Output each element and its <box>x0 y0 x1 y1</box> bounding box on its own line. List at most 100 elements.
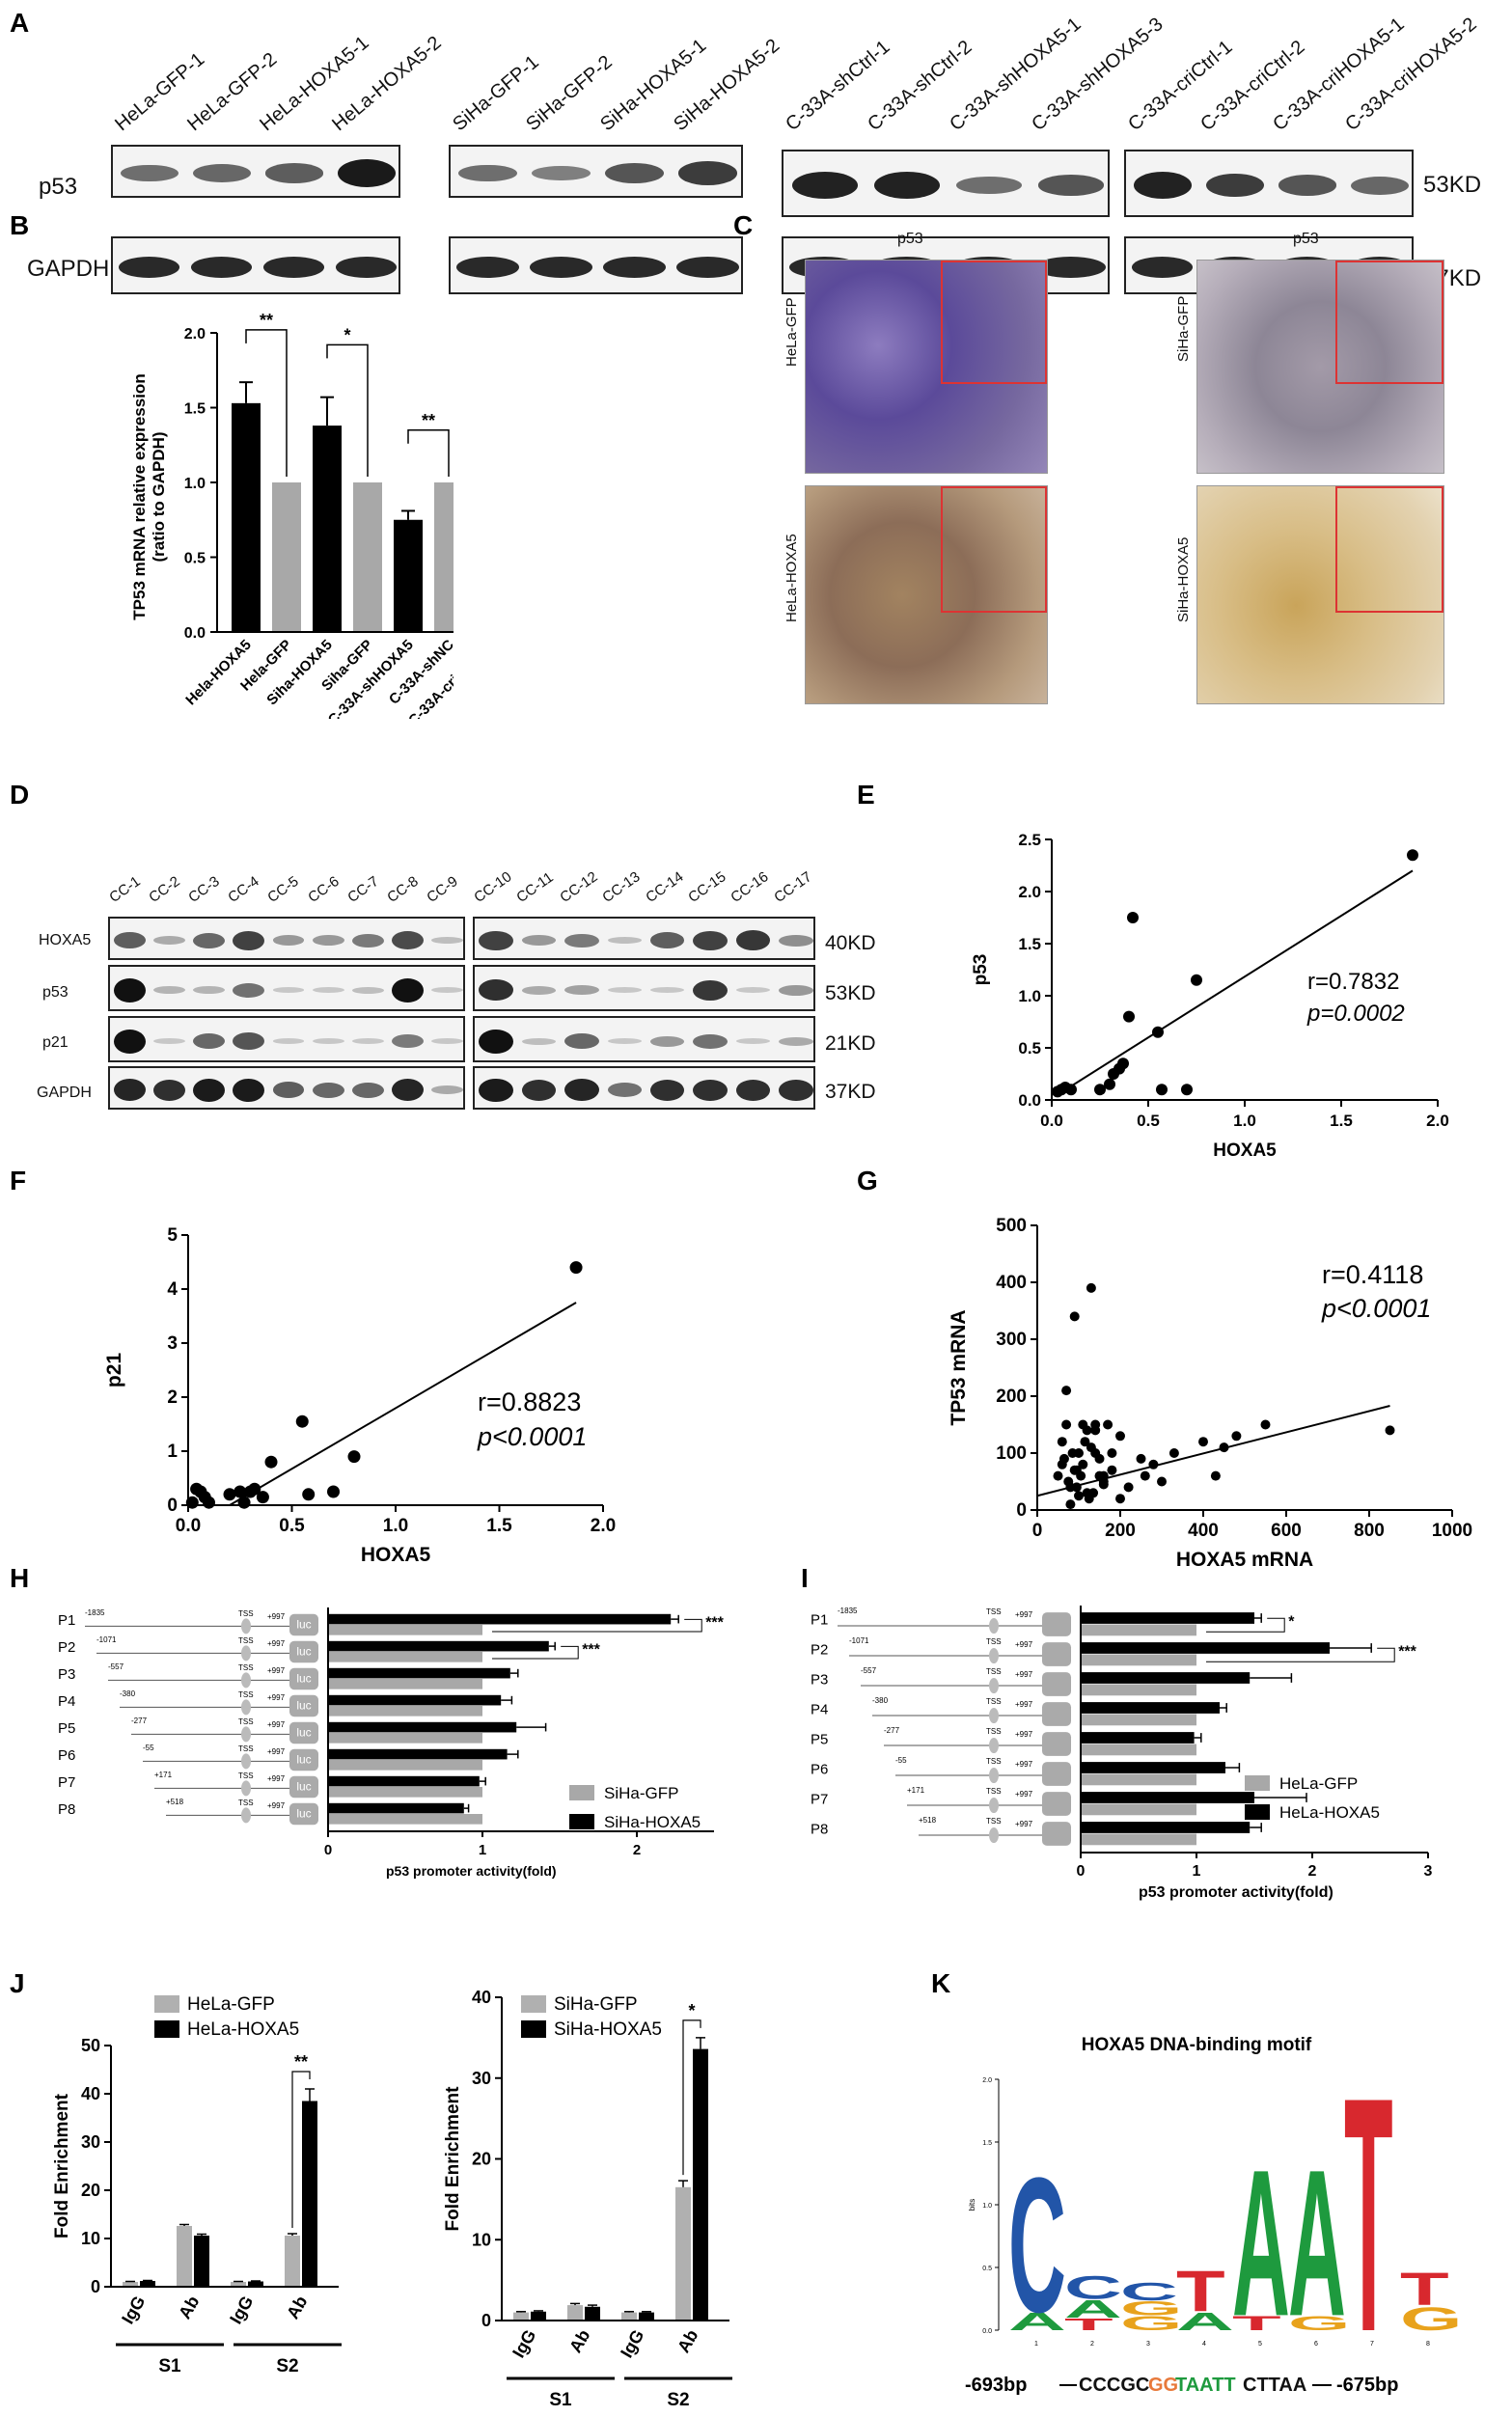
x-axis-title: HOXA5 <box>361 1544 431 1563</box>
data-point <box>1058 1453 1069 1464</box>
sig-text: * <box>1288 1613 1295 1630</box>
end-label: +997 <box>1015 1790 1033 1799</box>
luc-box <box>289 1721 318 1744</box>
j-bar <box>285 2236 300 2287</box>
band-hoxa5 <box>649 932 685 948</box>
j-bar <box>693 2048 708 2321</box>
luc-label: luc <box>296 1806 311 1820</box>
band-p53 <box>272 987 305 993</box>
row-label-gapdh: GAPDH <box>27 256 110 282</box>
luc-box <box>1042 1702 1071 1726</box>
tss-marker <box>241 1726 251 1743</box>
y-tick-label: 100 <box>996 1443 1027 1464</box>
y-tick-label: 2 <box>167 1387 178 1408</box>
j-ylabel: Fold Enrichment <box>52 2093 72 2238</box>
lane-label: CC-2 <box>146 872 183 906</box>
data-point <box>1067 1448 1078 1458</box>
lane-label: CC-16 <box>728 868 772 906</box>
panel-i-promoter: P1 -1835 TSS +997 P2 -1071 TSS +997 P3 -557 TSS +99… <box>811 1582 1505 1939</box>
sig-bracket <box>1206 1647 1395 1662</box>
chart-j-svg: 0 10 20 30 40 50 Fold Enrichment IgG Ab IgG Ab S1 S2… <box>52 1988 732 2410</box>
j-bar <box>531 2311 546 2321</box>
band-p53 <box>1133 172 1192 199</box>
data-point <box>1210 1470 1221 1481</box>
bar-control <box>1081 1654 1196 1666</box>
promoter-row-label: P7 <box>811 1792 828 1808</box>
j-bar <box>123 2282 138 2287</box>
j-ytick-label: 10 <box>81 2229 100 2248</box>
band-gapdh <box>312 1082 344 1098</box>
data-point <box>1103 1419 1113 1430</box>
e-r-text: r=0.7832 <box>1307 969 1399 995</box>
x-tick-label: 2.0 <box>1426 1112 1449 1130</box>
y-tick-label: 2.5 <box>1018 831 1041 849</box>
chart-b-svg: TP53 mRNA relative expression (ratio to … <box>130 311 556 729</box>
bar-hoxa5 <box>328 1613 672 1625</box>
band-hoxa5 <box>693 930 728 950</box>
data-point <box>1069 1311 1080 1322</box>
k-motif-letter: C <box>1008 2139 1066 2353</box>
lane-label: CC-1 <box>106 872 144 906</box>
panel-h-promoter: P1 -1835 TSS +997 luc P2 -1071 TSS +997 luc P3 -557… <box>58 1582 753 1930</box>
blot-hoxa5 <box>108 917 465 960</box>
bar-hoxa5 <box>1081 1702 1220 1714</box>
x-tick-label: 1 <box>1193 1863 1201 1880</box>
b-bar <box>434 482 463 632</box>
luc-label: luc <box>296 1779 311 1793</box>
ihc-inset-1 <box>941 261 1047 384</box>
band-gapdh <box>455 257 519 278</box>
x-tick-label: 1 <box>479 1842 486 1858</box>
band-gapdh <box>118 257 180 278</box>
b-bar <box>272 482 301 632</box>
panel-f-scatter: r=0.8823 p<0.0001 0.0 0.5 1.0 1.5 2.0 0 1 2 3 4 5 H… <box>96 1216 637 1566</box>
k-motif-letter: A <box>1064 2295 1122 2323</box>
tss-marker <box>989 1798 999 1814</box>
band-p53 <box>955 177 1022 194</box>
data-point <box>1219 1442 1229 1453</box>
x-tick-label: 1.0 <box>1233 1112 1256 1130</box>
band-p21 <box>233 1032 265 1050</box>
d-size-21kd: 21KD <box>825 1032 876 1055</box>
sig-bracket <box>1206 1617 1285 1633</box>
chart-f-svg: r=0.8823 p<0.0001 0.0 0.5 1.0 1.5 2.0 0 1 2 3 4 5 H… <box>103 1225 616 1566</box>
end-label: +997 <box>267 1612 286 1621</box>
j-legend-swatch <box>521 2020 546 2038</box>
j-sig-text: * <box>688 2001 695 2020</box>
data-point <box>1094 1453 1105 1464</box>
bar-control <box>1081 1624 1196 1636</box>
j-legend-swatch <box>154 1995 179 2013</box>
chart-h-svg: P1 -1835 TSS +997 luc P2 -1071 TSS +997 luc P3 -557… <box>58 1607 725 1879</box>
j-cat-label: IgG <box>118 2293 149 2327</box>
k-motif-letter: G <box>1400 2300 1462 2337</box>
band-hoxa5 <box>521 935 557 946</box>
j-bar <box>231 2282 246 2287</box>
j-bar <box>675 2186 691 2321</box>
b-ytick-label: 2.0 <box>184 326 206 343</box>
band-p53 <box>791 172 858 199</box>
tss-marker <box>989 1827 999 1844</box>
promoter-start: -1071 <box>849 1636 869 1645</box>
j-bar <box>140 2281 155 2287</box>
data-point <box>1078 1419 1088 1430</box>
y-tick-label: 0 <box>1016 1500 1027 1521</box>
y-tick-label: 1.0 <box>1018 987 1041 1005</box>
j-ytick-label: 30 <box>472 2069 491 2088</box>
end-label: +997 <box>267 1774 286 1783</box>
promoter-row-label: P2 <box>811 1642 828 1659</box>
x-axis-title: HOXA5 mRNA <box>1176 1549 1313 1568</box>
band-hoxa5 <box>233 930 265 950</box>
k-position-label: 1 <box>1034 2341 1038 2348</box>
blot-p21 <box>473 1016 815 1062</box>
tss-marker <box>241 1753 251 1770</box>
promoter-start: -277 <box>884 1726 900 1735</box>
band-p21 <box>431 1038 463 1044</box>
x-tick-label: 0 <box>1077 1863 1086 1880</box>
legend-swatch-control <box>569 1785 594 1800</box>
blot-gapdh <box>449 236 743 294</box>
promoter-row-label: P3 <box>811 1672 828 1689</box>
promoter-row-label: P6 <box>58 1747 75 1764</box>
bar-control <box>1081 1833 1196 1846</box>
end-label: +997 <box>267 1693 286 1702</box>
panel-c-ihc: p53 p53 HeLa-GFP HeLa-HOXA5 SiHa-GFP SiH… <box>772 217 1505 757</box>
panel-letter-b: B <box>10 210 30 240</box>
